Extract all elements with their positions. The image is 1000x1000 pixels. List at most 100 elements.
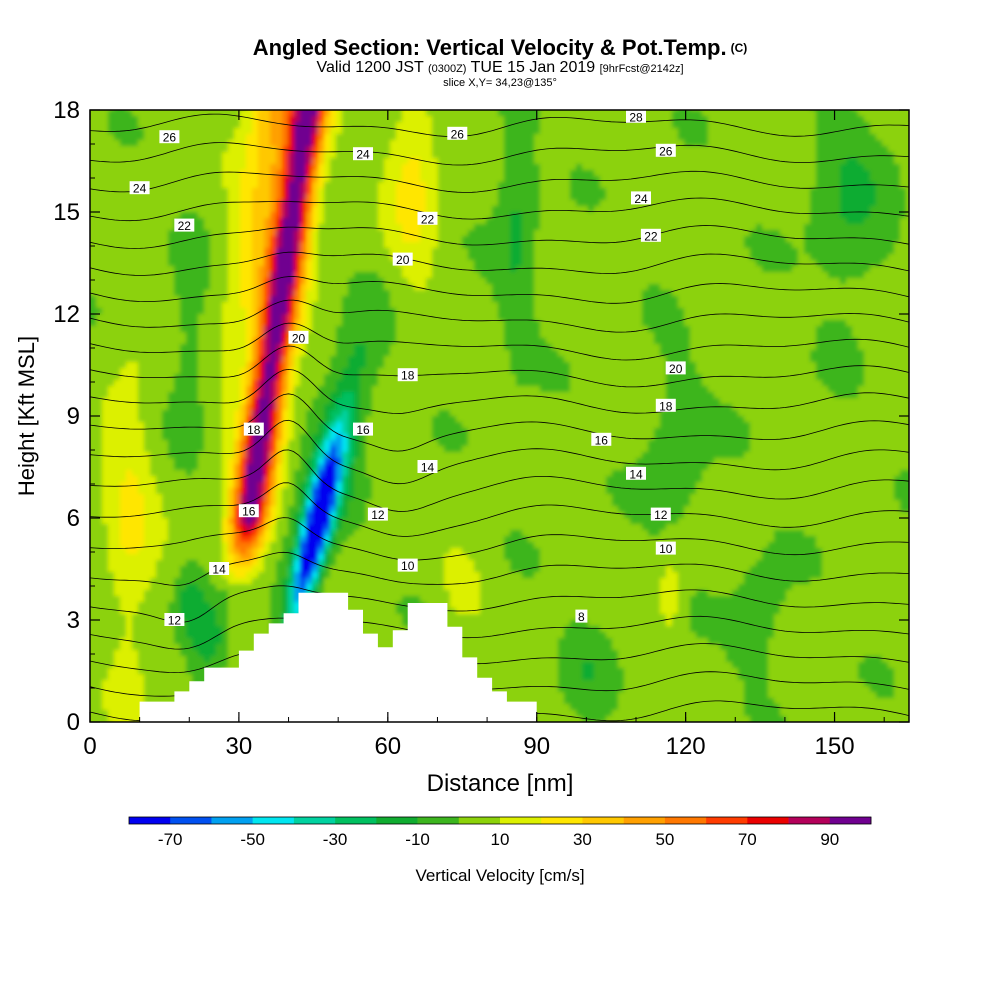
theta-contour-12 bbox=[90, 517, 909, 561]
contour-label: 14 bbox=[209, 562, 230, 577]
contour-label: 18 bbox=[397, 368, 418, 383]
contour-label: 18 bbox=[243, 422, 264, 437]
x-tick-label: 30 bbox=[226, 733, 253, 760]
y-tick-label: 9 bbox=[67, 403, 80, 430]
colorbar-tick-label: -30 bbox=[323, 830, 348, 849]
contour-label: 20 bbox=[665, 361, 686, 376]
contour-label: 12 bbox=[367, 507, 388, 522]
contour-label: 10 bbox=[655, 541, 676, 556]
colorbar-swatch bbox=[829, 817, 872, 824]
theta-contour-17 bbox=[90, 368, 909, 414]
contour-label: 26 bbox=[655, 143, 676, 158]
contour-label: 24 bbox=[353, 147, 373, 162]
terrain-profile bbox=[90, 592, 537, 722]
colorbar-swatch bbox=[129, 817, 171, 824]
y-tick-label: 12 bbox=[53, 301, 80, 328]
contour-label: 26 bbox=[447, 126, 468, 141]
contour-label: 8 bbox=[575, 609, 588, 624]
theta-contour-14 bbox=[90, 449, 909, 512]
axes: 0 30 60 90 120 150 0 3 6 9 12 15 18 bbox=[53, 97, 909, 760]
valid-prefix: Valid 1200 JST bbox=[316, 59, 424, 76]
terrain bbox=[90, 592, 537, 722]
theta-contour-23 bbox=[90, 225, 909, 249]
theta-contour-24 bbox=[90, 197, 909, 222]
theta-contour-9 bbox=[90, 615, 909, 650]
contour-label: 14 bbox=[626, 466, 646, 481]
valid-utc: (0300Z) bbox=[427, 63, 467, 75]
copyright-mark: (C) bbox=[730, 41, 748, 55]
valid-time: Valid 1200 JST (0300Z) TUE 15 Jan 2019 [… bbox=[0, 60, 1000, 77]
slice-info: slice X,Y= 34,23@135° bbox=[443, 77, 557, 89]
colorbar-tick-label: -70 bbox=[158, 830, 183, 849]
colorbar-tick-label: 50 bbox=[655, 830, 674, 849]
colorbar-swatch bbox=[252, 817, 295, 824]
colorbar-swatch bbox=[582, 817, 624, 824]
forecast-info: [9hrFcst@2142z] bbox=[599, 63, 684, 75]
contour-label: 26 bbox=[159, 130, 180, 145]
contour-label: 12 bbox=[650, 507, 671, 522]
colorbar-tick-label: 30 bbox=[573, 830, 592, 849]
x-tick-label: 120 bbox=[666, 733, 706, 760]
contour-label: 18 bbox=[655, 398, 676, 413]
y-tick-label: 18 bbox=[53, 97, 80, 124]
colorbar-swatch bbox=[541, 817, 583, 824]
colorbar-swatch bbox=[747, 817, 789, 824]
contour-label: 10 bbox=[397, 558, 418, 573]
colorbar-swatch bbox=[335, 817, 377, 824]
valid-date: TUE 15 Jan 2019 bbox=[470, 59, 596, 76]
theta-contour-27 bbox=[90, 113, 909, 138]
colorbar: -70 -50 -30 -10 10 30 50 70 90 bbox=[128, 816, 872, 849]
colorbar-swatch bbox=[706, 817, 748, 824]
theta-contour-10 bbox=[90, 585, 909, 623]
contour-label: 16 bbox=[238, 504, 259, 519]
x-tick-label: 60 bbox=[374, 733, 401, 760]
theta-contour-26 bbox=[90, 142, 909, 166]
colorbar-tick-label: -10 bbox=[405, 830, 430, 849]
theta-contour-13 bbox=[90, 482, 909, 537]
colorbar-swatch bbox=[664, 817, 707, 824]
contour-label: 28 bbox=[626, 109, 646, 124]
contour-label: 20 bbox=[392, 252, 413, 267]
contour-label: 22 bbox=[174, 218, 195, 233]
theta-contour-20 bbox=[90, 299, 909, 333]
colorbar-tick-label: 90 bbox=[820, 830, 839, 849]
theta-contour-21 bbox=[90, 276, 909, 304]
theta-contour-29 bbox=[90, 59, 909, 82]
contour-label: 16 bbox=[591, 432, 612, 447]
colorbar-swatch bbox=[788, 817, 831, 824]
title-block: Angled Section: Vertical Velocity & Pot.… bbox=[0, 36, 1000, 90]
colorbar-swatch bbox=[170, 817, 212, 824]
contour-label: 14 bbox=[417, 460, 438, 475]
colorbar-swatch bbox=[293, 817, 336, 824]
chart-title-text: Angled Section: Vertical Velocity & Pot.… bbox=[252, 35, 727, 60]
x-tick-label: 0 bbox=[83, 733, 96, 760]
contour-label: 20 bbox=[288, 330, 309, 345]
theta-contour-8 bbox=[90, 643, 909, 674]
contour-label: 22 bbox=[417, 211, 438, 226]
colorbar-swatch bbox=[623, 817, 666, 824]
colorbar-swatch bbox=[211, 817, 253, 824]
y-tick-label: 6 bbox=[67, 505, 80, 532]
theta-contour-28 bbox=[90, 87, 909, 110]
colorbar-tick-label: 10 bbox=[491, 830, 510, 849]
y-axis-label: Height [Kft MSL] bbox=[14, 336, 39, 496]
theta-contour-30 bbox=[90, 31, 909, 53]
x-tick-label: 90 bbox=[523, 733, 550, 760]
x-axis-label: Distance [nm] bbox=[427, 770, 574, 797]
y-tick-label: 0 bbox=[67, 709, 80, 736]
colorbar-swatch bbox=[417, 817, 460, 824]
contour-label: 24 bbox=[129, 181, 150, 196]
contour-label: 12 bbox=[164, 613, 185, 628]
theta-contour-22 bbox=[90, 251, 909, 276]
colorbar-swatch bbox=[376, 817, 418, 824]
colorbar-tick-label: -50 bbox=[240, 830, 265, 849]
contour-labels: 8 10 10 12 12 14 14 14 12 16 18 16 16 18 18 20 20 20 22 22 2… bbox=[129, 109, 686, 628]
contour-label: 16 bbox=[353, 422, 373, 437]
velocity-field bbox=[90, 110, 909, 722]
x-tick-label: 150 bbox=[815, 733, 855, 760]
chart-title: Angled Section: Vertical Velocity & Pot.… bbox=[0, 36, 1000, 60]
colorbar-tick-label: 70 bbox=[738, 830, 757, 849]
theta-contour-18 bbox=[90, 345, 909, 388]
theta-contours bbox=[90, 31, 909, 722]
